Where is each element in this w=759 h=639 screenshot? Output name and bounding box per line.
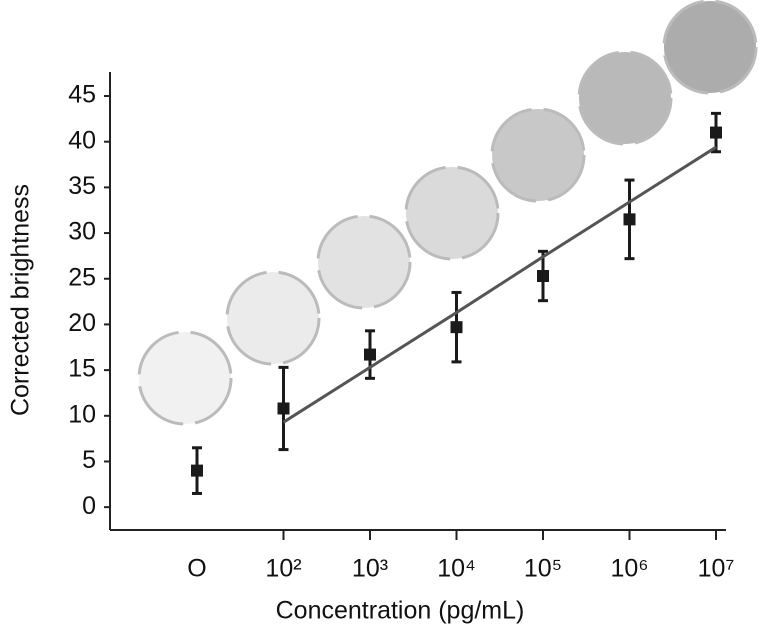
x-axis-label: Concentration (pg/mL): [276, 597, 525, 625]
sample-image: [316, 214, 412, 310]
data-point: [191, 464, 203, 477]
sample-image: [404, 165, 500, 261]
y-axis-label: Corrected brightness: [7, 184, 35, 416]
data-point: [277, 402, 290, 415]
x-tick-label: 10³: [352, 555, 388, 583]
x-tick-label: O: [187, 555, 206, 583]
y-tick-label: 40: [68, 126, 96, 154]
y-tick-label: 15: [68, 355, 96, 383]
sample-image: [490, 107, 586, 203]
data-point: [364, 348, 376, 361]
y-tick-label: 45: [68, 81, 96, 109]
x-tick-label: 10²: [265, 555, 301, 583]
x-tick-label: 10⁷: [698, 555, 735, 583]
y-tick-label: 30: [68, 218, 96, 246]
data-point: [623, 213, 636, 226]
y-tick-label: 25: [68, 263, 96, 291]
data-point: [450, 321, 463, 334]
sample-image: [577, 50, 673, 146]
data-point: [710, 126, 722, 139]
x-tick-label: 10⁶: [610, 555, 648, 583]
fit-line: [282, 145, 717, 424]
data-point: [537, 270, 549, 283]
x-tick-label: 10⁴: [437, 555, 476, 583]
x-tick-label: 10⁵: [524, 555, 562, 583]
y-tick-label: 35: [68, 172, 96, 200]
y-tick-label: 10: [68, 400, 96, 428]
y-tick-label: 20: [68, 309, 96, 337]
y-tick-label: 5: [82, 446, 96, 474]
y-tick-label: 0: [82, 492, 96, 520]
sample-image: [662, 0, 758, 95]
sample-image: [225, 270, 321, 366]
sample-image: [137, 330, 233, 426]
sample-images: [137, 0, 758, 426]
